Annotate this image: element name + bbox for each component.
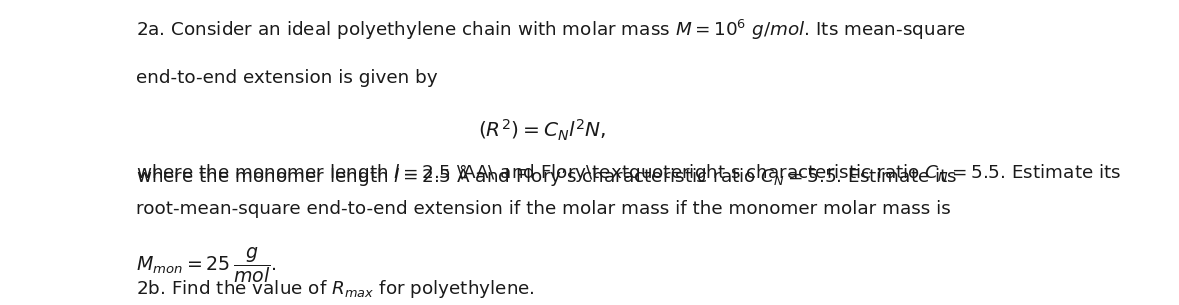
- Text: root-mean-square end-to-end extension if the molar mass if the monomer molar mas: root-mean-square end-to-end extension if…: [136, 200, 950, 218]
- Text: 2a. Consider an ideal polyethylene chain with molar mass $M = 10^6\ g/mol$. Its : 2a. Consider an ideal polyethylene chain…: [136, 18, 966, 42]
- Text: where the monomer length $l = 2.5$ \AA\ and Flory\textquoteright s characteristi: where the monomer length $l = 2.5$ \AA\ …: [136, 162, 1121, 184]
- Text: $M_{mon} = 25\,\dfrac{g}{mol}.$: $M_{mon} = 25\,\dfrac{g}{mol}.$: [136, 246, 276, 285]
- Text: where the monomer length $l = 2.5$ Å and Flory’s characteristic ratio $C_N = 5.5: where the monomer length $l = 2.5$ Å and…: [136, 162, 957, 188]
- Text: 2b. Find the value of $R_{max}$ for polyethylene.: 2b. Find the value of $R_{max}$ for poly…: [136, 278, 534, 300]
- Text: end-to-end extension is given by: end-to-end extension is given by: [136, 69, 437, 87]
- Text: $(R^2) = C_N l^2 N,$: $(R^2) = C_N l^2 N,$: [479, 117, 606, 143]
